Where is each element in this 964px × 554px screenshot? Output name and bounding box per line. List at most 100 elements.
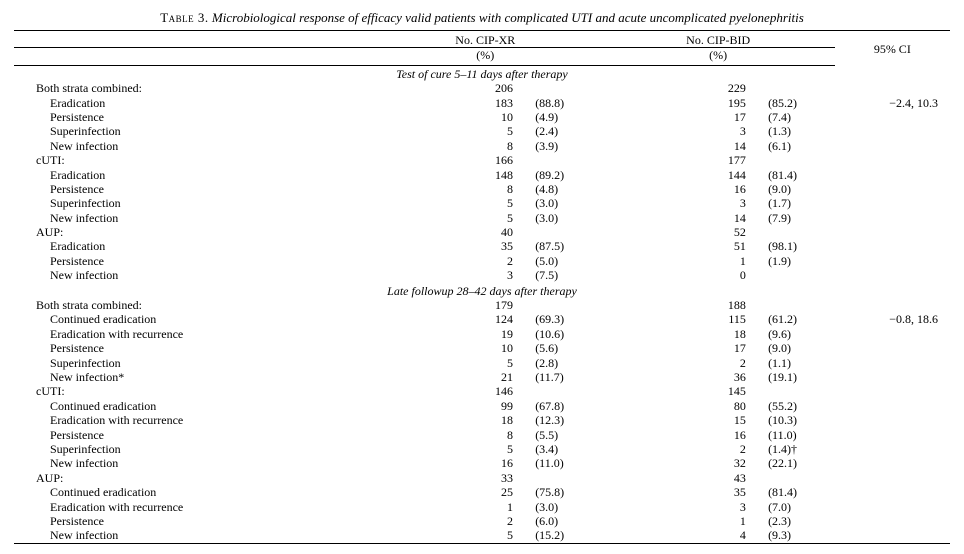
cell-bid-pct: (1.1)	[768, 356, 835, 370]
row-label: Superinfection	[14, 442, 369, 456]
cell-ci	[835, 442, 950, 456]
cell-ci	[835, 81, 950, 95]
cell-bid-pct: (1.9)	[768, 254, 835, 268]
header-cipbid: No. CIP-BID	[602, 31, 835, 48]
cell-xr-pct: (12.3)	[535, 413, 602, 427]
cell-xr-pct: (75.8)	[535, 485, 602, 499]
cell-xr-pct: (88.8)	[535, 96, 602, 110]
row-label: Eradication with recurrence	[14, 500, 369, 514]
cell-xr-pct: (7.5)	[535, 268, 602, 282]
cell-xr-n: 16	[369, 456, 513, 470]
table-row: Eradication with recurrence18(12.3)15(10…	[14, 413, 950, 427]
cell-ci: −2.4, 10.3	[835, 96, 950, 110]
cell-bid-n: 1	[602, 254, 746, 268]
row-label: Continued eradication	[14, 399, 369, 413]
cell-xr-pct: (15.2)	[535, 528, 602, 543]
cell-ci	[835, 356, 950, 370]
cell-bid-n: 4	[602, 528, 746, 543]
table-row: New infection5(3.0)14(7.9)	[14, 211, 950, 225]
row-label: Eradication	[14, 96, 369, 110]
group-label: cUTI:	[14, 153, 369, 167]
table-row: Persistence8(4.8)16(9.0)	[14, 182, 950, 196]
group-label: AUP:	[14, 471, 369, 485]
cell-xr-n: 2	[369, 254, 513, 268]
cell-bid-n: 195	[602, 96, 746, 110]
table-row: Continued eradication99(67.8)80(55.2)	[14, 399, 950, 413]
cell-bid-n: 0	[602, 268, 746, 282]
cell-bid-n: 3	[602, 196, 746, 210]
cell-xr-n: 40	[369, 225, 513, 239]
cell-xr-n: 179	[369, 298, 513, 312]
row-label: New infection	[14, 456, 369, 470]
header-cipbid-unit: (%)	[602, 48, 835, 65]
cell-ci	[835, 168, 950, 182]
row-label: New infection	[14, 268, 369, 282]
cell-bid-n: 18	[602, 327, 746, 341]
cell-bid-pct: (22.1)	[768, 456, 835, 470]
cell-xr-n: 18	[369, 413, 513, 427]
cell-bid-pct: (81.4)	[768, 485, 835, 499]
row-label: New infection	[14, 528, 369, 543]
cell-bid-pct: (81.4)	[768, 168, 835, 182]
cell-bid-pct: (1.7)	[768, 196, 835, 210]
cell-xr-pct: (5.0)	[535, 254, 602, 268]
group-label: AUP:	[14, 225, 369, 239]
cell-bid-n: 229	[602, 81, 746, 95]
row-label: Superinfection	[14, 196, 369, 210]
cell-ci	[835, 413, 950, 427]
group-row: cUTI:166177	[14, 153, 950, 167]
cell-bid-pct	[768, 268, 835, 282]
table-row: Superinfection5 (3.0)3 (1.7)	[14, 196, 950, 210]
group-row: Both strata combined:179 188	[14, 298, 950, 312]
cell-xr-n: 33	[369, 471, 513, 485]
group-row: Both strata combined:206229	[14, 81, 950, 95]
cell-xr-n: 5	[369, 211, 513, 225]
header-cipxr: No. CIP-XR	[369, 31, 602, 48]
cell-xr-pct: (3.0)	[535, 196, 602, 210]
group-label: Both strata combined:	[14, 298, 369, 312]
data-table: No. CIP-XR No. CIP-BID 95% CI (%) (%) Te…	[14, 30, 950, 544]
cell-ci	[835, 225, 950, 239]
cell-ci	[835, 327, 950, 341]
table-row: Persistence10(4.9)17(7.4)	[14, 110, 950, 124]
cell-bid-pct: (6.1)	[768, 139, 835, 153]
cell-bid-pct: (61.2)	[768, 312, 835, 326]
cell-bid-n: 188	[602, 298, 746, 312]
cell-xr-pct: (3.4)	[535, 442, 602, 456]
row-label: Eradication	[14, 239, 369, 253]
row-label: New infection	[14, 211, 369, 225]
cell-xr-n: 21	[369, 370, 513, 384]
cell-bid-n: 145	[602, 384, 746, 398]
cell-xr-n: 19	[369, 327, 513, 341]
cell-xr-pct: (6.0)	[535, 514, 602, 528]
cell-bid-pct: (7.9)	[768, 211, 835, 225]
cell-ci	[835, 384, 950, 398]
cell-bid-pct: (9.0)	[768, 182, 835, 196]
group-label: cUTI:	[14, 384, 369, 398]
cell-bid-n: 3	[602, 124, 746, 138]
cell-xr-n: 1	[369, 500, 513, 514]
table-body: Test of cure 5–11 days after therapyBoth…	[14, 65, 950, 543]
cell-ci	[835, 182, 950, 196]
table-row: Persistence8(5.5)16(11.0)	[14, 428, 950, 442]
header-ci: 95% CI	[835, 31, 950, 66]
table-title: Microbiological response of efficacy val…	[212, 10, 804, 25]
cell-bid-n: 32	[602, 456, 746, 470]
cell-bid-n: 80	[602, 399, 746, 413]
cell-xr-n: 183	[369, 96, 513, 110]
cell-xr-n: 8	[369, 182, 513, 196]
cell-xr-n: 3	[369, 268, 513, 282]
cell-bid-n: 43	[602, 471, 746, 485]
cell-bid-n: 2	[602, 356, 746, 370]
cell-ci	[835, 196, 950, 210]
cell-bid-n: 1	[602, 514, 746, 528]
table-row: Persistence10(5.6)17(9.0)	[14, 341, 950, 355]
table-row: Persistence2(5.0)1(1.9)	[14, 254, 950, 268]
cell-xr-n: 8	[369, 139, 513, 153]
cell-bid-pct: (1.3)	[768, 124, 835, 138]
cell-bid-n: 2	[602, 442, 746, 456]
cell-ci	[835, 239, 950, 253]
cell-bid-n: 17	[602, 110, 746, 124]
cell-xr-n: 5	[369, 196, 513, 210]
cell-bid-pct: (9.3)	[768, 528, 835, 543]
